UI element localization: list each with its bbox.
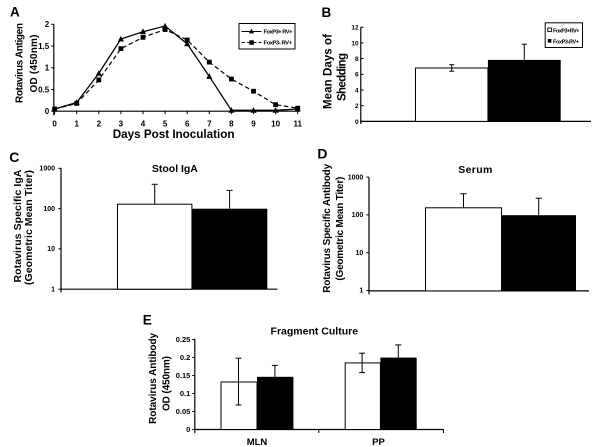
svg-text:5: 5 <box>163 119 168 128</box>
svg-text:Rotavirus Antibody: Rotavirus Antibody <box>148 332 159 423</box>
svg-text:8: 8 <box>355 56 359 63</box>
svg-text:2: 2 <box>97 119 102 128</box>
svg-text:2: 2 <box>355 103 359 110</box>
svg-text:PP: PP <box>372 437 385 447</box>
svg-text:Fragment Culture: Fragment Culture <box>271 326 359 338</box>
svg-text:7: 7 <box>207 119 212 128</box>
svg-text:FoxP3+ RV+: FoxP3+ RV+ <box>264 30 294 36</box>
svg-text:2: 2 <box>45 20 50 29</box>
svg-text:1: 1 <box>74 119 79 128</box>
svg-text:10: 10 <box>351 40 359 47</box>
svg-text:4: 4 <box>141 119 146 128</box>
svg-text:Rotavirus Specific Antibody: Rotavirus Specific Antibody <box>322 163 333 292</box>
svg-text:1: 1 <box>51 286 55 293</box>
svg-text:0: 0 <box>355 119 359 126</box>
svg-text:OD (450nm): OD (450nm) <box>161 356 172 411</box>
svg-text:(Geometric Mean Titer): (Geometric Mean Titer) <box>335 177 346 281</box>
svg-text:B: B <box>322 5 332 20</box>
svg-text:6: 6 <box>185 119 190 128</box>
svg-text:Rotavirus Antigen: Rotavirus Antigen <box>15 23 26 103</box>
svg-text:1: 1 <box>359 288 363 295</box>
svg-text:1: 1 <box>45 64 50 73</box>
svg-text:3: 3 <box>119 119 124 128</box>
svg-text:100: 100 <box>43 206 55 213</box>
svg-text:0: 0 <box>52 119 57 128</box>
svg-text:FoxP3+RV+: FoxP3+RV+ <box>553 28 580 34</box>
svg-text:0.2: 0.2 <box>180 353 190 362</box>
svg-text:0: 0 <box>186 425 190 434</box>
svg-text:8: 8 <box>229 119 234 128</box>
svg-text:(Geometric Mean Titer): (Geometric Mean Titer) <box>23 170 35 285</box>
svg-text:10: 10 <box>356 250 364 257</box>
svg-text:MLN: MLN <box>247 437 268 447</box>
svg-text:4: 4 <box>355 87 359 94</box>
svg-text:10: 10 <box>47 246 55 253</box>
svg-text:OD (450nm): OD (450nm) <box>29 35 40 93</box>
svg-text:E: E <box>143 313 152 328</box>
svg-text:0: 0 <box>45 107 50 116</box>
svg-text:Mean Days of: Mean Days of <box>323 34 335 109</box>
svg-text:0.25: 0.25 <box>176 335 191 344</box>
svg-text:Days Post Inoculation: Days Post Inoculation <box>113 128 235 141</box>
svg-text:FoxP3- RV+: FoxP3- RV+ <box>264 41 293 47</box>
svg-text:Stool IgA: Stool IgA <box>152 163 198 175</box>
svg-text:0.05: 0.05 <box>176 407 191 416</box>
svg-text:11: 11 <box>293 119 302 128</box>
svg-text:FoxP3-RV+: FoxP3-RV+ <box>553 39 579 45</box>
svg-text:Serum: Serum <box>458 164 492 176</box>
svg-text:0.1: 0.1 <box>180 389 190 398</box>
svg-text:Shedding: Shedding <box>337 53 349 101</box>
svg-text:12: 12 <box>351 25 359 32</box>
svg-text:1.5: 1.5 <box>38 42 50 51</box>
svg-text:Rotavirus Specific IgA: Rotavirus Specific IgA <box>12 169 24 282</box>
svg-text:10: 10 <box>271 119 280 128</box>
svg-text:D: D <box>317 145 327 161</box>
svg-text:C: C <box>9 149 19 165</box>
svg-text:1000: 1000 <box>39 166 55 173</box>
svg-text:100: 100 <box>352 212 364 219</box>
svg-text:0.15: 0.15 <box>176 371 191 380</box>
svg-text:0.5: 0.5 <box>38 85 50 94</box>
svg-text:6: 6 <box>355 72 359 79</box>
svg-text:1000: 1000 <box>348 174 364 181</box>
svg-text:A: A <box>10 4 20 19</box>
svg-text:9: 9 <box>251 119 256 128</box>
